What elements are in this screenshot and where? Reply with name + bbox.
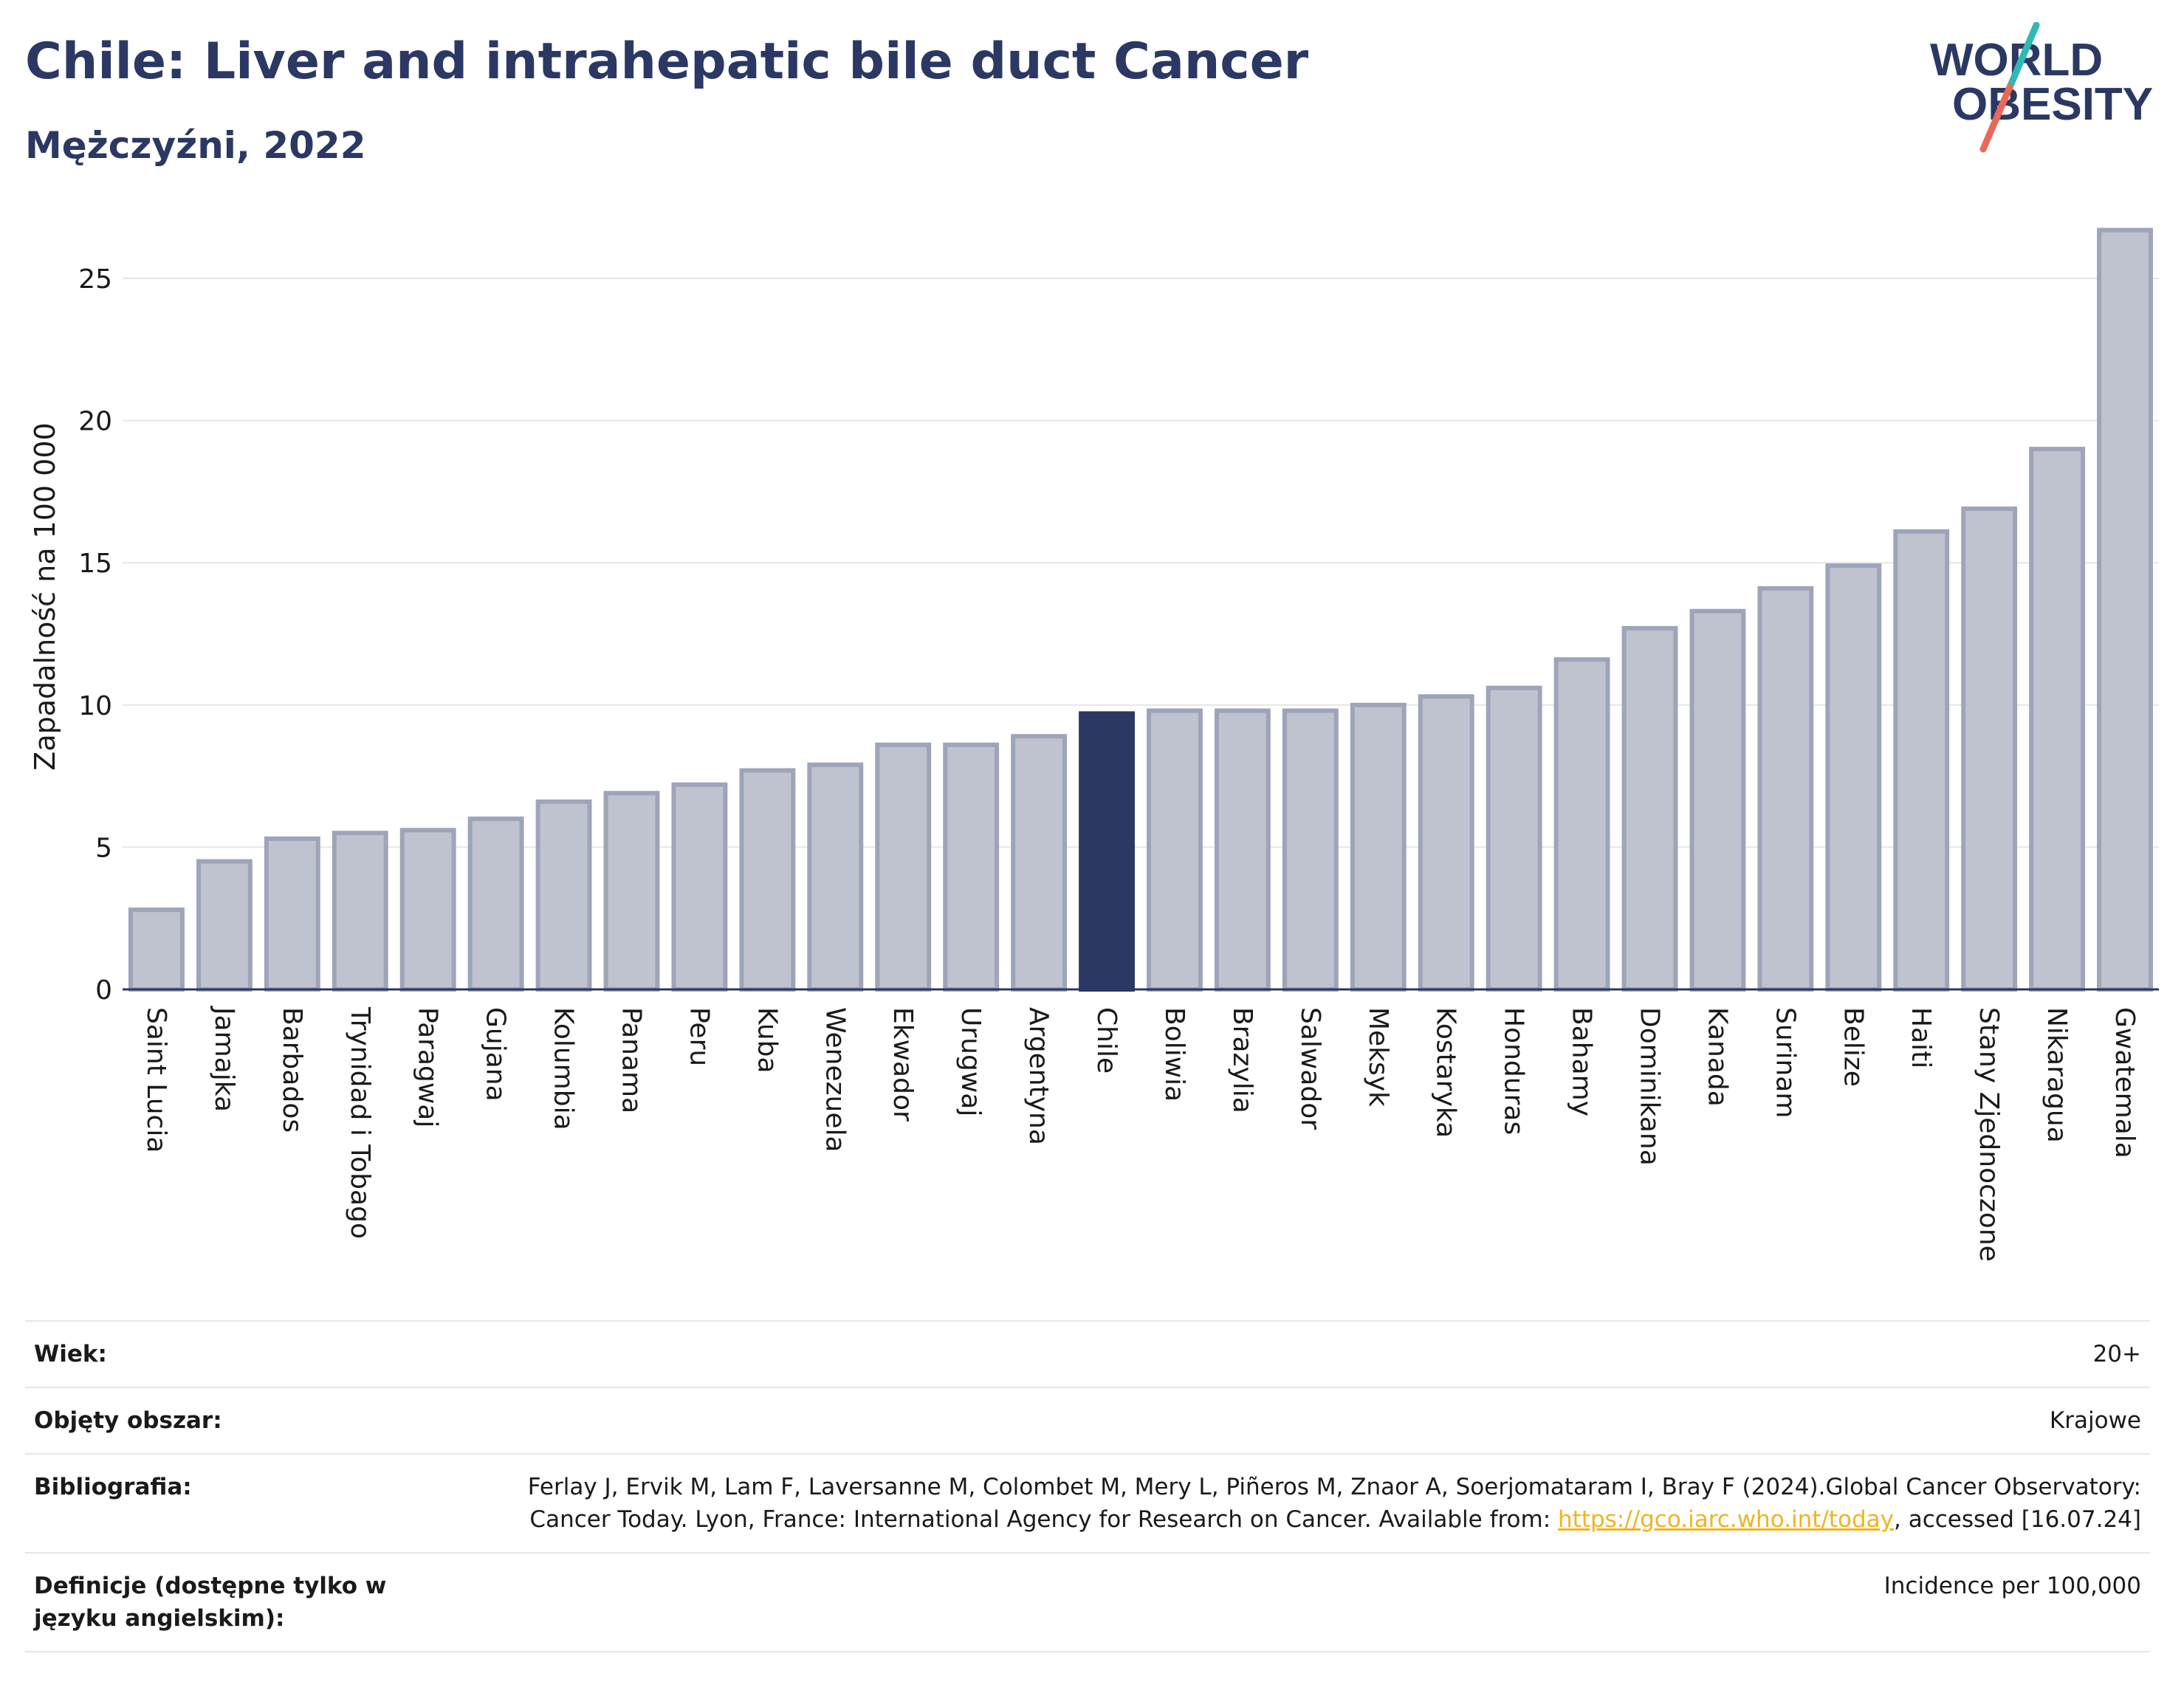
bibliography-accessed: , accessed [16.07.24] (1893, 1506, 2141, 1533)
y-tick-label: 25 (78, 264, 112, 295)
y-axis-label: Zapadalność na 100 000 (29, 422, 61, 770)
bar-kolumbia[interactable] (535, 799, 592, 992)
axis-layer: 0 5 10 15 20 25 Saint Lucia Jamajka Barbados Tryn… (78, 264, 2159, 1262)
bar-stany-zjednoczone[interactable] (1961, 507, 2018, 992)
bar-wenezuela[interactable] (807, 762, 864, 992)
x-tick-label: Saint Lucia (141, 1007, 171, 1153)
bar-belize[interactable] (1825, 563, 1882, 992)
bar-honduras[interactable] (1486, 685, 1542, 992)
x-tick-label: Gwatemala (2109, 1007, 2140, 1158)
x-tick-label: Kostaryka (1431, 1007, 1461, 1138)
x-tick-label: Trynidad i Tobago (345, 1006, 375, 1239)
bar-gujana[interactable] (467, 816, 524, 992)
x-tick-label: Belize (1838, 1007, 1868, 1087)
metadata-table: Wiek: 20+ Objęty obszar: Krajowe Bibliog… (25, 1320, 2150, 1652)
meta-row-age: Wiek: 20+ (25, 1320, 2150, 1387)
x-tick-label: Honduras (1499, 1007, 1529, 1135)
bar-barbados[interactable] (264, 836, 320, 992)
bar-peru[interactable] (671, 782, 728, 992)
meta-value-bibliography: Ferlay J, Ervik M, Lam F, Laversanne M, … (517, 1471, 2141, 1536)
meta-label-bibliography: Bibliografia: (34, 1474, 192, 1500)
x-tick-label: Wenezuela (820, 1007, 850, 1153)
y-tick-label: 15 (78, 549, 112, 579)
x-tick-label: Kuba (752, 1007, 782, 1074)
bar-salwador[interactable] (1282, 708, 1339, 992)
meta-row-bibliography: Bibliografia: Ferlay J, Ervik M, Lam F, … (25, 1453, 2150, 1552)
x-tick-label: Stany Zjednoczone (1974, 1007, 2004, 1262)
bar-layer (128, 227, 2153, 992)
meta-label-age: Wiek: (34, 1341, 107, 1367)
x-tick-label: Surinam (1770, 1007, 1800, 1118)
y-tick-label: 5 (95, 833, 112, 863)
grid-layer (123, 278, 2159, 848)
logo-line2: OBESITY (1952, 79, 2153, 130)
bar-paragwaj[interactable] (399, 828, 456, 992)
meta-row-definitions: Definicje (dostępne tylko w języku angie… (25, 1552, 2150, 1652)
bar-saint-lucia[interactable] (128, 907, 185, 992)
meta-value-age: 20+ (2092, 1341, 2141, 1367)
x-tick-label: Peru (684, 1007, 714, 1066)
bar-bahamy[interactable] (1553, 657, 1610, 992)
bar-boliwia[interactable] (1147, 708, 1203, 992)
x-tick-label: Salwador (1295, 1007, 1325, 1130)
meta-value-definitions: Incidence per 100,000 (1883, 1573, 2141, 1599)
x-tick-label: Bahamy (1567, 1007, 1597, 1116)
bibliography-link[interactable]: https://gco.iarc.who.int/today (1558, 1506, 1894, 1533)
bar-dominikana[interactable] (1621, 625, 1678, 992)
bar-panama[interactable] (603, 791, 660, 992)
x-tick-label: Dominikana (1635, 1007, 1665, 1166)
bar-trynidad-i-tobago[interactable] (332, 831, 388, 992)
bar-jamajka[interactable] (196, 859, 253, 992)
chart-subtitle: Mężczyźni, 2022 (25, 124, 366, 167)
bar-gwatemala[interactable] (2097, 227, 2153, 992)
bar-urugwaj[interactable] (943, 742, 1000, 992)
x-tick-label: Boliwia (1159, 1007, 1189, 1102)
bar-kanada[interactable] (1689, 608, 1746, 992)
bar-kostaryka[interactable] (1418, 694, 1474, 992)
x-tick-label: Jamajka (209, 1006, 239, 1112)
meta-label-area: Objęty obszar: (34, 1407, 222, 1434)
bar-chart: 0 5 10 15 20 25 Saint Lucia Jamajka Barbados Tryn… (29, 227, 2159, 1262)
x-tick-label: Meksyk (1363, 1007, 1393, 1107)
x-tick-label: Haiti (1906, 1007, 1936, 1068)
bar-chile[interactable] (1079, 711, 1135, 992)
x-tick-label: Barbados (277, 1007, 307, 1133)
x-tick-label: Kolumbia (549, 1007, 579, 1130)
bar-haiti[interactable] (1893, 529, 1950, 992)
x-tick-label: Nikaragua (2042, 1007, 2072, 1143)
x-tick-label: Panama (617, 1007, 647, 1113)
world-obesity-logo: WORLD OBESITY (1930, 22, 2153, 153)
bar-ekwador[interactable] (875, 742, 932, 992)
x-tick-label: Argentyna (1023, 1007, 1054, 1145)
logo-slash-top (2006, 22, 2040, 91)
x-tick-label: Paragwaj (413, 1007, 443, 1127)
x-tick-label: Ekwador (887, 1007, 918, 1122)
logo-slash-bottom (1979, 83, 2013, 153)
bar-brazylia[interactable] (1214, 708, 1271, 992)
bar-argentyna[interactable] (1011, 734, 1068, 992)
meta-label-definitions: Definicje (dostępne tylko w języku angie… (34, 1573, 387, 1632)
bar-nikaragua[interactable] (2029, 447, 2086, 992)
meta-value-area: Krajowe (2049, 1407, 2141, 1434)
x-tick-label: Urugwaj (955, 1007, 986, 1116)
x-tick-label: Kanada (1702, 1007, 1732, 1107)
x-tick-label: Gujana (481, 1007, 511, 1102)
y-tick-label: 20 (78, 407, 112, 437)
chart-title: Chile: Liver and intrahepatic bile duct … (25, 32, 1309, 91)
bar-meksyk[interactable] (1350, 702, 1407, 992)
x-tick-label: Chile (1091, 1007, 1122, 1074)
x-tick-label: Brazylia (1227, 1007, 1257, 1113)
bar-kuba[interactable] (739, 768, 796, 992)
bibliography-text: Ferlay J, Ervik M, Lam F, Laversanne M, … (527, 1474, 2141, 1533)
y-tick-label: 0 (95, 975, 112, 1006)
bar-surinam[interactable] (1757, 586, 1814, 992)
y-tick-label: 10 (78, 691, 112, 721)
meta-row-area: Objęty obszar: Krajowe (25, 1387, 2150, 1453)
